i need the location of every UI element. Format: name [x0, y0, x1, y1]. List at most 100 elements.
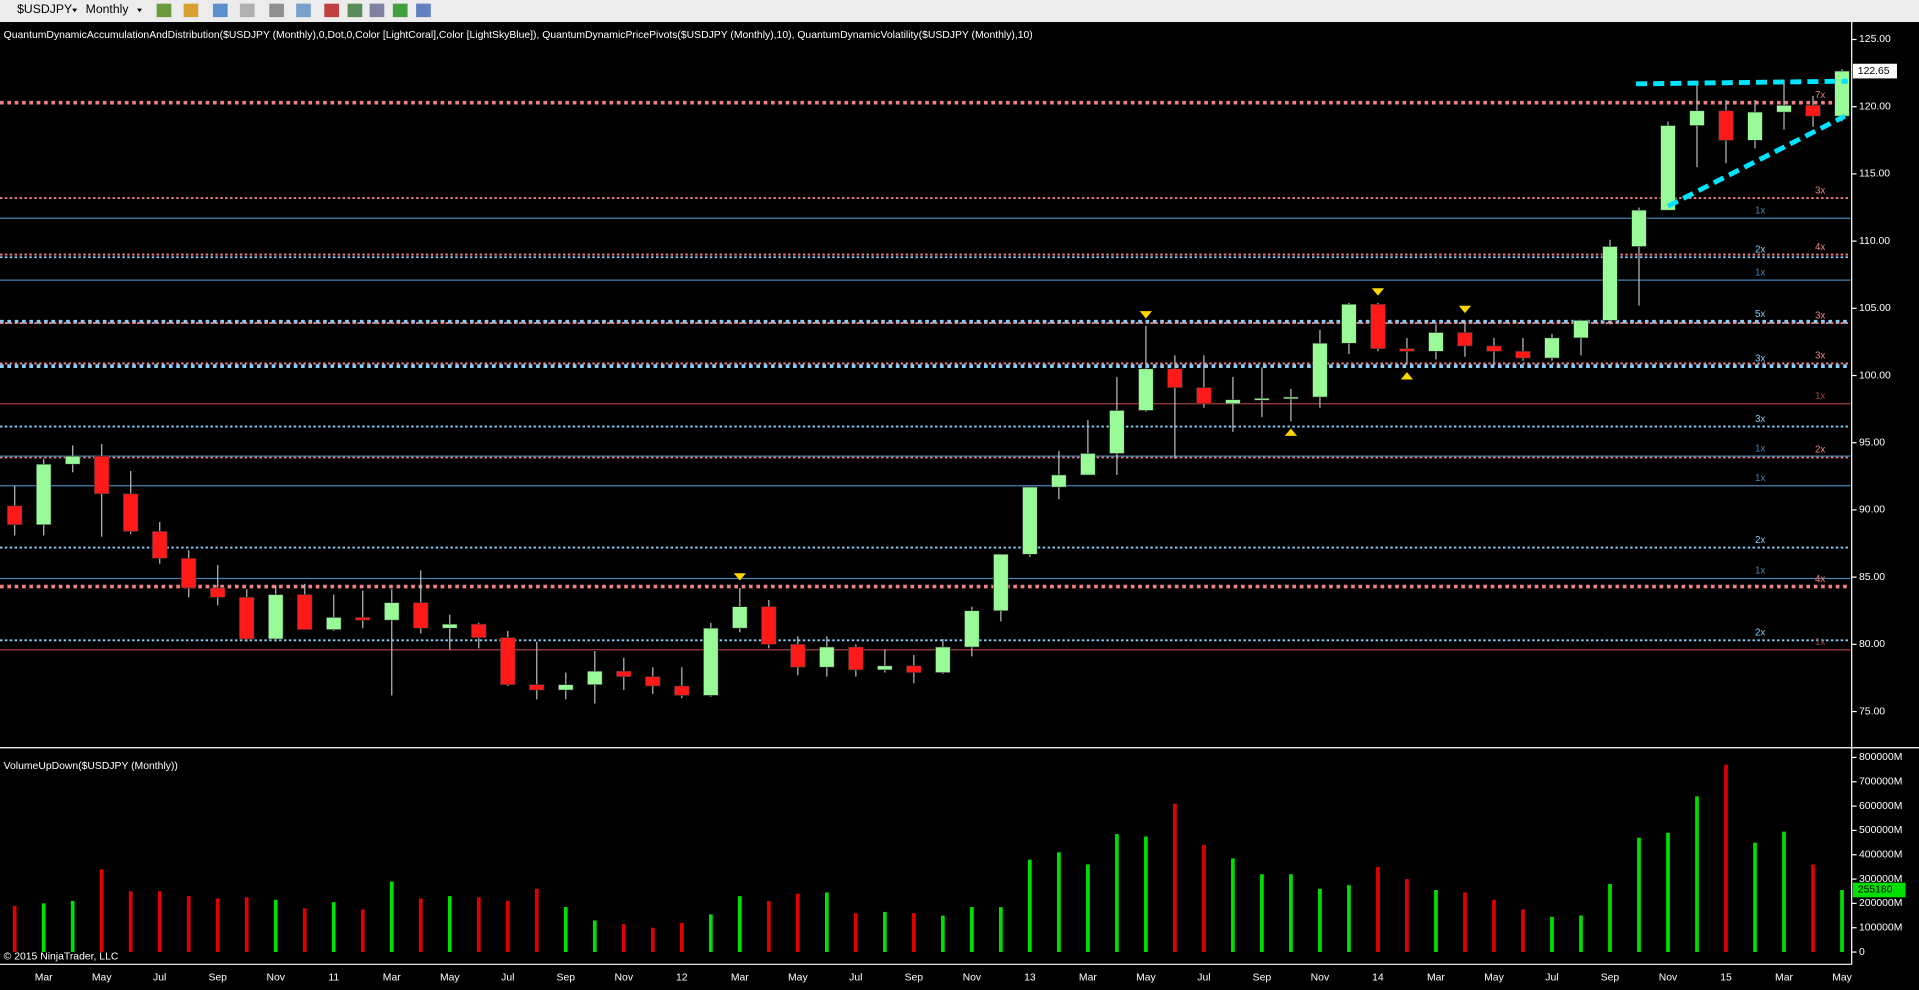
pivot-high-marker [733, 573, 746, 581]
y-tick-label: 200000M [1859, 898, 1902, 909]
x-tick-label: Jul [1545, 973, 1558, 984]
volume-bar [795, 893, 800, 953]
volume-bar [447, 896, 452, 953]
icon[interactable] [416, 3, 431, 18]
period-selector[interactable]: Monthly [86, 2, 130, 16]
level-label: 3x [1815, 310, 1825, 321]
level-label: 1x [1815, 391, 1825, 402]
candle-body [1573, 320, 1589, 339]
y-tick-label: 125.00 [1859, 34, 1891, 45]
icon[interactable] [347, 3, 363, 18]
volume-bar [244, 897, 249, 953]
x-tick-label: Jul [501, 973, 514, 984]
volume-bar [331, 902, 336, 953]
volume-bar [1579, 915, 1583, 953]
volume-bar [1550, 916, 1554, 953]
candle-body [1631, 209, 1647, 247]
y-tick-label: 75.00 [1859, 706, 1885, 717]
volume-bar [1376, 866, 1380, 953]
icon[interactable] [324, 3, 340, 18]
candle-body [761, 606, 777, 645]
level-label: 1x [1815, 637, 1825, 648]
volume-bar [1463, 892, 1467, 953]
candle-body [268, 594, 284, 640]
candle-body [500, 637, 516, 685]
candle-body [1689, 110, 1705, 126]
candle-body [1109, 410, 1125, 454]
candle-body [1022, 486, 1038, 555]
volume-bar [186, 896, 191, 953]
candle-body [703, 627, 719, 696]
level-label: 2x [1755, 628, 1765, 639]
candle-body [1457, 332, 1473, 347]
level-label: 4x [1815, 242, 1825, 253]
dropdown-arrow [72, 8, 78, 13]
x-tick-label: May [1136, 973, 1156, 984]
x-tick-label: Sep [1253, 973, 1272, 984]
x-tick-label: May [1832, 973, 1852, 984]
icon[interactable] [269, 3, 284, 18]
x-tick-label: Nov [615, 973, 634, 984]
candle-body [964, 610, 980, 648]
candle-body [413, 602, 429, 629]
candle-body [935, 646, 951, 673]
candle-body [326, 617, 342, 630]
volume-bar [70, 900, 75, 953]
level-label: 1x [1755, 267, 1765, 278]
icon[interactable] [183, 3, 199, 18]
volume-bar [650, 927, 655, 953]
icon[interactable] [369, 3, 385, 18]
level-label: 5x [1755, 309, 1765, 320]
volume-bar [970, 907, 974, 953]
candle-body [123, 493, 139, 532]
volume-bar [912, 913, 916, 953]
symbol-selector[interactable]: $USDJPY [17, 2, 72, 16]
level-label: 4x [1815, 574, 1825, 585]
y-tick-label: 800000M [1859, 752, 1902, 763]
y-tick-label: 500000M [1859, 825, 1902, 836]
y-tick-label: 90.00 [1859, 505, 1885, 516]
candle-body [65, 455, 81, 465]
volume-bar [766, 900, 771, 953]
level-label: 2x [1755, 244, 1765, 255]
candle-body [181, 558, 197, 589]
candle-body [1776, 105, 1792, 113]
volume-bar [360, 909, 365, 953]
candle-body [1341, 303, 1357, 344]
x-tick-label: Mar [731, 973, 749, 984]
x-tick-label: May [788, 973, 808, 984]
volume-bar [273, 899, 278, 953]
x-tick-label: Mar [383, 973, 401, 984]
x-tick-label: Jul [1197, 973, 1210, 984]
candle-body [906, 665, 922, 673]
x-tick-label: Jul [153, 973, 166, 984]
icon[interactable] [156, 3, 172, 18]
volume-title: VolumeUpDown($USDJPY (Monthly)) [4, 761, 178, 772]
y-tick-label: 115.00 [1859, 169, 1890, 180]
volume-bar [1028, 859, 1032, 953]
candle-body [152, 531, 168, 559]
candle-body [1254, 398, 1270, 401]
y-tick-label: 85.00 [1859, 572, 1885, 583]
y-tick-label: 600000M [1859, 801, 1902, 812]
icon[interactable] [239, 3, 255, 18]
volume-bar [128, 891, 133, 953]
candle-body [587, 670, 603, 685]
y-tick-label: 80.00 [1859, 639, 1885, 650]
y-tick-label: 100000M [1859, 922, 1902, 933]
volume-bar [737, 896, 742, 953]
candle-body [1544, 337, 1560, 359]
icon[interactable] [296, 3, 311, 18]
candle-body [442, 623, 458, 629]
pivot-high-marker [1139, 311, 1153, 319]
icon[interactable] [212, 3, 228, 18]
x-tick-label: Mar [1079, 973, 1097, 984]
icon[interactable] [392, 3, 408, 18]
last-price-label: 122.65 [1858, 66, 1890, 77]
candle-body [1167, 368, 1183, 388]
candle-body [732, 606, 748, 629]
level-label: 1x [1755, 206, 1765, 217]
